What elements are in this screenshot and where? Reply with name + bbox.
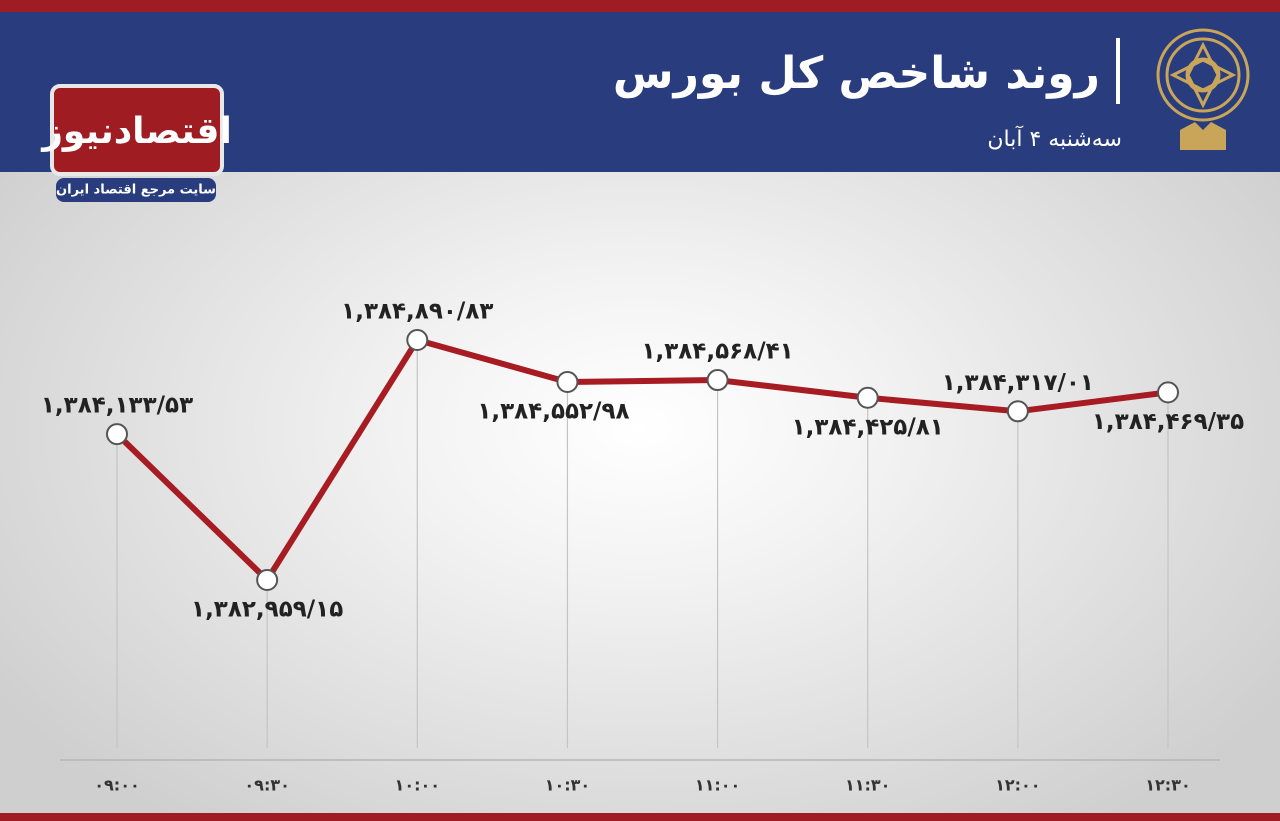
x-tick-label: ۱۰:۰۰: [395, 776, 440, 795]
x-tick-label: ۱۱:۳۰: [845, 776, 890, 795]
value-label: ۱,۳۸۴,۵۵۲/۹۸: [477, 398, 629, 424]
point: [856, 386, 879, 409]
brand-name: اقتصادنیوز: [40, 111, 232, 152]
value-label: ۱,۳۸۴,۴۶۹/۳۵: [1092, 409, 1244, 435]
index-line: [114, 337, 1169, 583]
point: [556, 370, 579, 393]
chart-title: روند شاخص کل بورس: [613, 48, 1100, 99]
bottom-strip: [0, 813, 1280, 821]
x-tick-label: ۱۲:۳۰: [1145, 776, 1190, 795]
title-divider: [1116, 38, 1120, 104]
point: [256, 569, 279, 591]
value-label: ۱,۳۸۴,۳۱۷/۰۱: [942, 370, 1094, 396]
x-tick-label: ۰۹:۳۰: [244, 776, 289, 795]
point: [706, 369, 729, 392]
value-label: ۱,۳۸۴,۵۶۸/۴۱: [641, 339, 793, 365]
exchange-logo: [1156, 28, 1250, 150]
point: [1157, 381, 1179, 404]
x-tick-label: ۰۹:۰۰: [94, 776, 139, 795]
x-tick-label: ۱۰:۳۰: [545, 776, 590, 795]
value-label: ۱,۳۸۴,۴۲۵/۸۱: [792, 414, 944, 440]
point: [406, 329, 429, 351]
point: [106, 423, 128, 446]
value-label: ۱,۳۸۲,۹۵۹/۱۵: [191, 597, 343, 623]
value-label: ۱,۳۸۴,۸۹۰/۸۳: [341, 299, 493, 325]
brand-tagline: سایت مرجع اقتصاد ایران: [56, 183, 216, 198]
value-label: ۱,۳۸۴,۱۳۳/۵۳: [41, 393, 193, 419]
x-tick-label: ۱۱:۰۰: [695, 776, 740, 795]
point: [1006, 400, 1029, 423]
chart-subtitle: سه‌شنبه ۴ آبان: [987, 125, 1122, 152]
top-strip: [0, 0, 1280, 12]
x-tick-label: ۱۲:۰۰: [995, 776, 1040, 795]
brand-logo: اقتصادنیوز سایت مرجع اقتصاد ایران: [40, 84, 232, 202]
